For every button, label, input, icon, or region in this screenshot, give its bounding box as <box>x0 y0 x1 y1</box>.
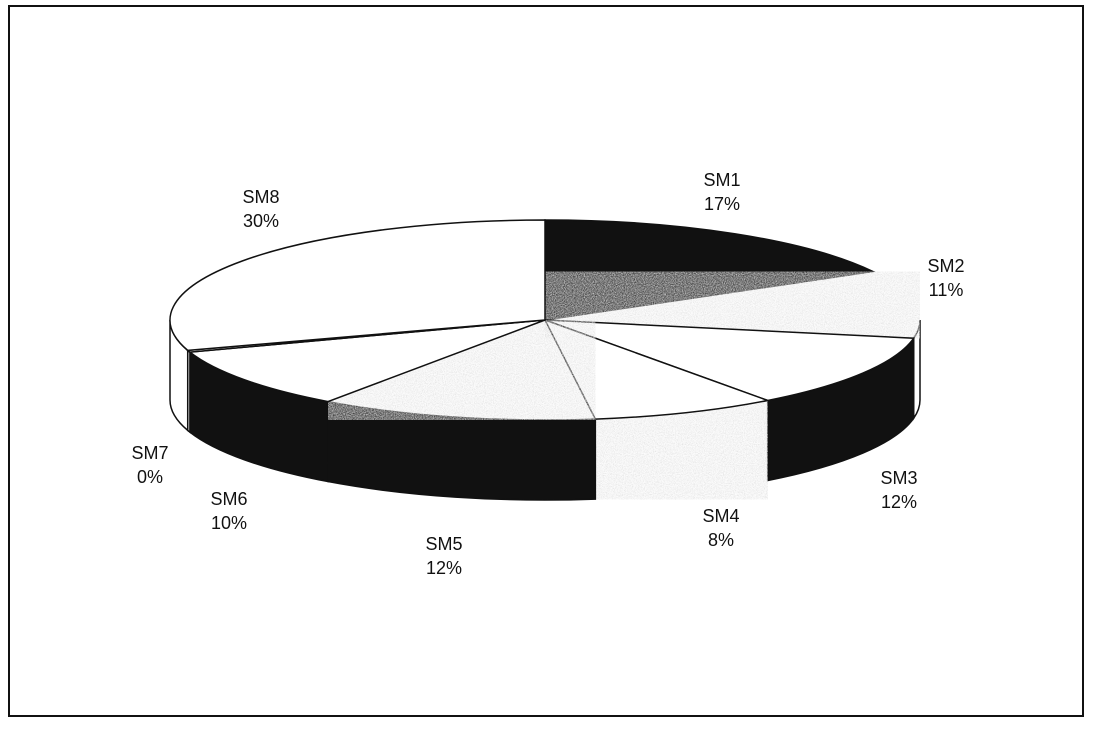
slice-label-sm5: SM5 <box>425 534 462 554</box>
slice-percent-sm2: 11% <box>929 280 964 300</box>
slice-percent-sm3: 12% <box>881 492 917 512</box>
pie-slice-sm4 <box>543 318 771 420</box>
pie-slice-sm5 <box>325 319 597 421</box>
slice-label-sm3: SM3 <box>880 468 917 488</box>
slice-label-sm8: SM8 <box>242 187 279 207</box>
pie-slice-sm1 <box>544 219 876 321</box>
slice-percent-sm7: 0% <box>137 467 163 487</box>
slice-label-sm2: SM2 <box>927 256 964 276</box>
pie-slice-sm3 <box>544 319 916 402</box>
slice-percent-sm6: 10% <box>211 513 247 533</box>
pie-slice-sm6 <box>187 319 546 403</box>
slice-label-sm4: SM4 <box>702 506 739 526</box>
slice-label-sm1: SM1 <box>703 170 740 190</box>
slice-percent-sm1: 17% <box>704 194 740 214</box>
slice-percent-sm8: 30% <box>243 211 279 231</box>
pie-slice-sm2 <box>544 270 921 339</box>
pie-tops <box>169 219 921 421</box>
slice-percent-sm5: 12% <box>426 558 462 578</box>
slice-label-sm7: SM7 <box>131 443 168 463</box>
slice-label-sm6: SM6 <box>210 489 247 509</box>
pie-slice-sm8 <box>169 219 546 352</box>
pie-labels: SM1 17% SM2 11% SM3 12% SM4 8% SM5 12% SM6 10% SM7 0%… <box>131 170 964 578</box>
slice-percent-sm4: 8% <box>708 530 734 550</box>
